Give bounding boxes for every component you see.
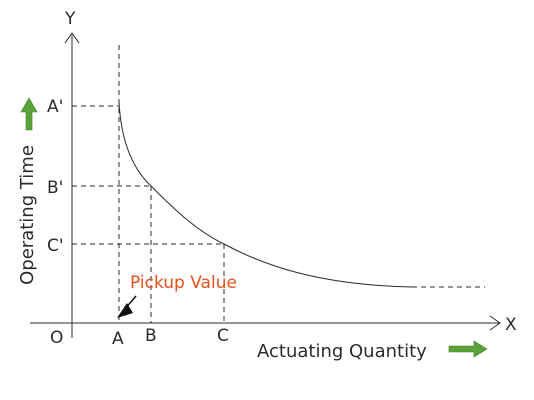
x-axis-right-arrow-icon bbox=[448, 340, 488, 358]
x-axis-title: Actuating Quantity bbox=[257, 341, 427, 362]
pickup-value-label: Pickup Value bbox=[130, 273, 237, 293]
y-axis-title: Operating Time bbox=[17, 145, 38, 285]
y-point-c-prime: C' bbox=[47, 236, 64, 256]
x-point-b: B bbox=[145, 326, 157, 346]
x-axis-letter: X bbox=[505, 315, 517, 335]
y-point-a-prime: A' bbox=[47, 97, 63, 117]
y-axis-arrowhead bbox=[64, 32, 80, 44]
y-point-b-prime: B' bbox=[47, 178, 63, 198]
origin-label: O bbox=[50, 328, 63, 348]
inverse-time-curve bbox=[118, 101, 413, 288]
x-point-c: C bbox=[217, 326, 229, 346]
y-axis-letter: Y bbox=[64, 9, 76, 29]
y-axis-up-arrow-icon bbox=[20, 97, 38, 131]
pickup-pointer-arrowhead bbox=[117, 303, 133, 318]
x-axis-arrowhead bbox=[489, 315, 501, 331]
x-point-a: A bbox=[112, 329, 124, 349]
